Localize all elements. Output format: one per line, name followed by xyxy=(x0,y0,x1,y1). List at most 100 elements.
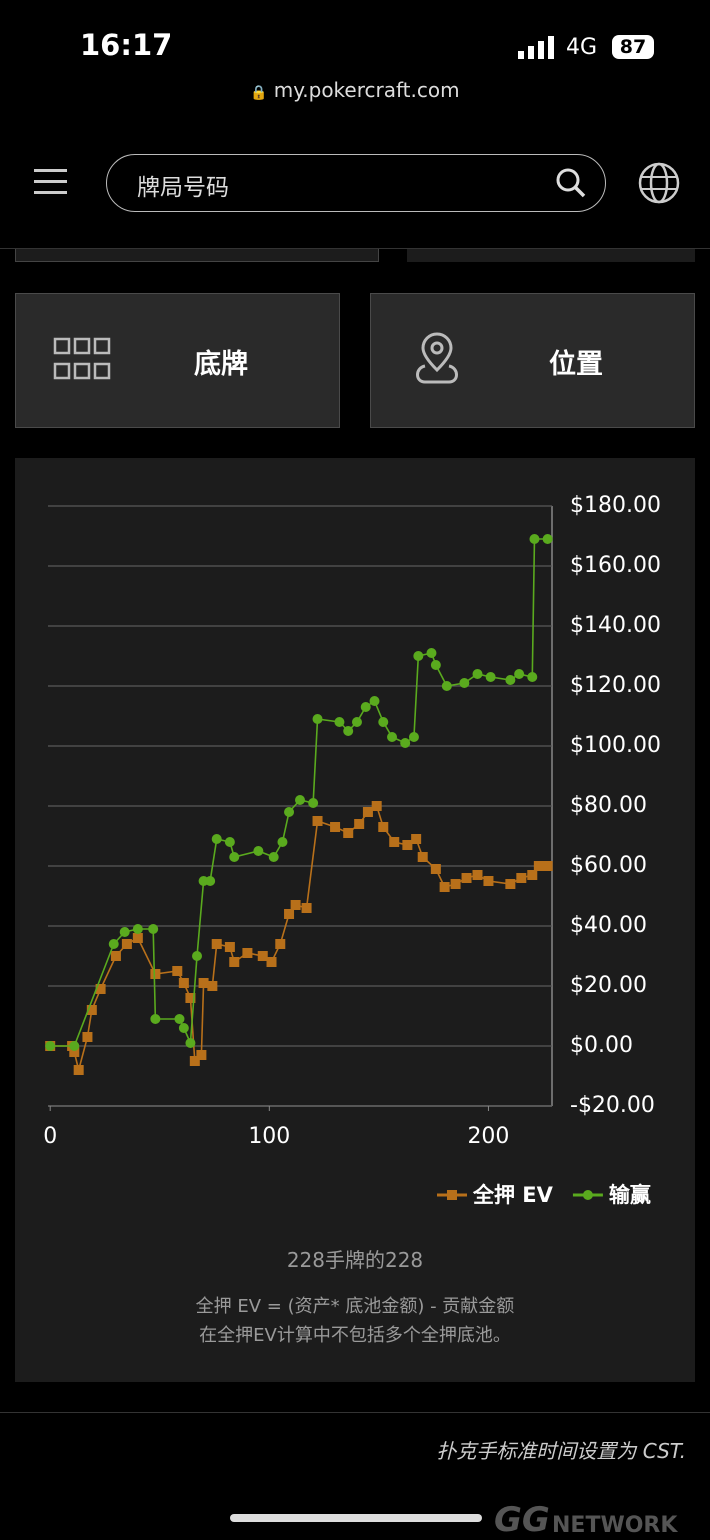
point xyxy=(542,534,553,544)
legend-label: 全押 EV xyxy=(472,1183,554,1207)
point xyxy=(378,717,389,727)
point xyxy=(174,1014,185,1024)
point xyxy=(472,870,483,880)
point xyxy=(505,675,516,685)
point xyxy=(205,876,216,886)
location-icon xyxy=(416,332,458,384)
point xyxy=(371,801,382,811)
point xyxy=(343,726,354,736)
series-line xyxy=(50,804,548,1071)
point xyxy=(189,1056,200,1066)
point xyxy=(430,864,441,874)
point xyxy=(441,681,452,691)
y-tick-label: $60.00 xyxy=(570,853,647,878)
point xyxy=(290,900,301,910)
point xyxy=(185,993,196,1003)
point xyxy=(132,933,143,943)
card-edge xyxy=(407,249,695,262)
point xyxy=(516,873,527,883)
language-button[interactable] xyxy=(637,161,681,205)
point xyxy=(450,879,461,889)
point xyxy=(275,939,286,949)
point xyxy=(45,1041,56,1051)
point xyxy=(211,834,222,844)
point xyxy=(268,852,279,862)
point xyxy=(360,702,371,712)
point xyxy=(73,1065,84,1075)
point xyxy=(242,948,253,958)
point xyxy=(172,966,183,976)
point xyxy=(224,942,235,952)
chart-panel xyxy=(15,458,695,1382)
home-indicator xyxy=(230,1514,482,1522)
point xyxy=(459,678,470,688)
point xyxy=(461,873,472,883)
point xyxy=(192,951,203,961)
point xyxy=(284,909,295,919)
y-tick-label: $140.00 xyxy=(570,613,661,638)
timezone-note: 扑克手标准时间设置为 CST. xyxy=(436,1439,686,1463)
battery: 87 xyxy=(612,35,654,59)
point xyxy=(389,837,400,847)
point xyxy=(257,951,268,961)
grid-icon xyxy=(53,337,111,380)
point xyxy=(178,1023,189,1033)
point xyxy=(119,927,130,937)
divider xyxy=(0,248,710,249)
point xyxy=(224,837,235,847)
point xyxy=(312,714,323,724)
x-tick-label: 0 xyxy=(43,1124,57,1149)
point xyxy=(295,795,305,805)
network: 4G xyxy=(566,35,598,60)
signal-icon xyxy=(518,36,554,59)
point xyxy=(387,732,398,742)
note: 在全押EV计算中不包括多个全押底池。 xyxy=(199,1325,511,1346)
point xyxy=(411,834,422,844)
point xyxy=(108,939,119,949)
logo-text: NETWORK xyxy=(552,1513,678,1538)
point xyxy=(533,861,544,871)
point xyxy=(505,879,516,889)
point xyxy=(354,819,365,829)
y-tick-label: $0.00 xyxy=(570,1033,633,1058)
series-line xyxy=(50,538,548,1047)
point xyxy=(485,672,496,682)
search-box[interactable]: 牌局号码 xyxy=(106,154,606,212)
y-tick-label: $20.00 xyxy=(570,973,647,998)
y-tick-label: -$20.00 xyxy=(570,1093,655,1118)
point xyxy=(542,861,553,871)
legend-marker xyxy=(447,1190,457,1200)
position-tile[interactable]: 位置 xyxy=(370,293,695,428)
y-tick-label: $80.00 xyxy=(570,793,647,818)
tile-label: 底牌 xyxy=(194,349,248,380)
point xyxy=(351,717,362,727)
point xyxy=(253,846,264,856)
point xyxy=(69,1041,80,1051)
clock: 16:17 xyxy=(80,28,173,62)
point xyxy=(229,852,240,862)
point xyxy=(301,903,312,913)
point xyxy=(132,924,143,934)
point xyxy=(198,978,209,988)
point xyxy=(308,798,319,808)
url: 🔒 my.pokercraft.com xyxy=(250,78,460,102)
point xyxy=(362,807,373,817)
formula: 全押 EV = (资产* 底池金额) - 贡献金额 xyxy=(195,1296,515,1317)
point xyxy=(207,981,218,991)
point xyxy=(284,807,295,817)
point xyxy=(266,957,277,967)
point xyxy=(483,876,494,886)
point xyxy=(400,738,411,748)
point xyxy=(312,816,323,826)
hole-cards-tile[interactable]: 底牌 xyxy=(15,293,340,428)
point xyxy=(369,696,380,706)
point xyxy=(430,660,441,670)
menu-button[interactable] xyxy=(34,168,68,196)
y-tick-label: $40.00 xyxy=(570,913,647,938)
point xyxy=(185,1038,196,1048)
point xyxy=(334,717,345,727)
legend-marker xyxy=(582,1190,593,1200)
point xyxy=(196,1050,207,1060)
card-edge xyxy=(15,249,379,262)
point xyxy=(527,870,538,880)
